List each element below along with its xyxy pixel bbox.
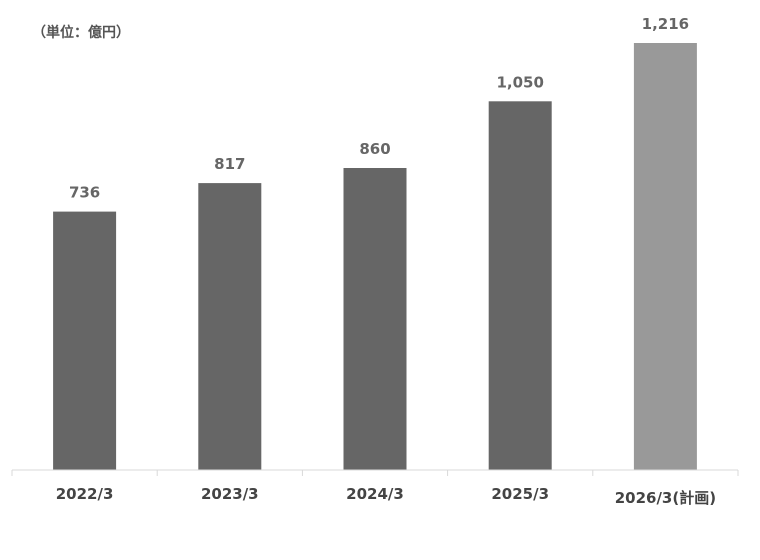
bar-1 [198,183,262,470]
bar-0 [53,211,117,470]
x-tick-label-0: 2022/3 [56,485,114,503]
x-axis [11,469,739,476]
value-label-3: 1,050 [496,73,543,91]
bar-3 [488,101,552,471]
value-label-1: 817 [214,155,245,173]
value-label-4: 1,216 [642,15,689,33]
value-label-2: 860 [359,140,390,158]
unit-label: （単位：億円） [32,25,130,41]
value-label-0: 736 [69,184,100,202]
x-tick-label-3: 2025/3 [491,485,549,503]
bars-group [53,43,697,471]
labels-group: 736 2022/3 817 2023/3 860 2024/3 1,050 2025/3 1,… [56,15,716,507]
x-tick-label-4: 2026/3(計画) [615,489,716,507]
bar-4 [633,43,697,470]
x-tick-label-2: 2024/3 [346,485,404,503]
x-tick-label-1: 2023/3 [201,485,259,503]
bar-2 [343,168,407,470]
